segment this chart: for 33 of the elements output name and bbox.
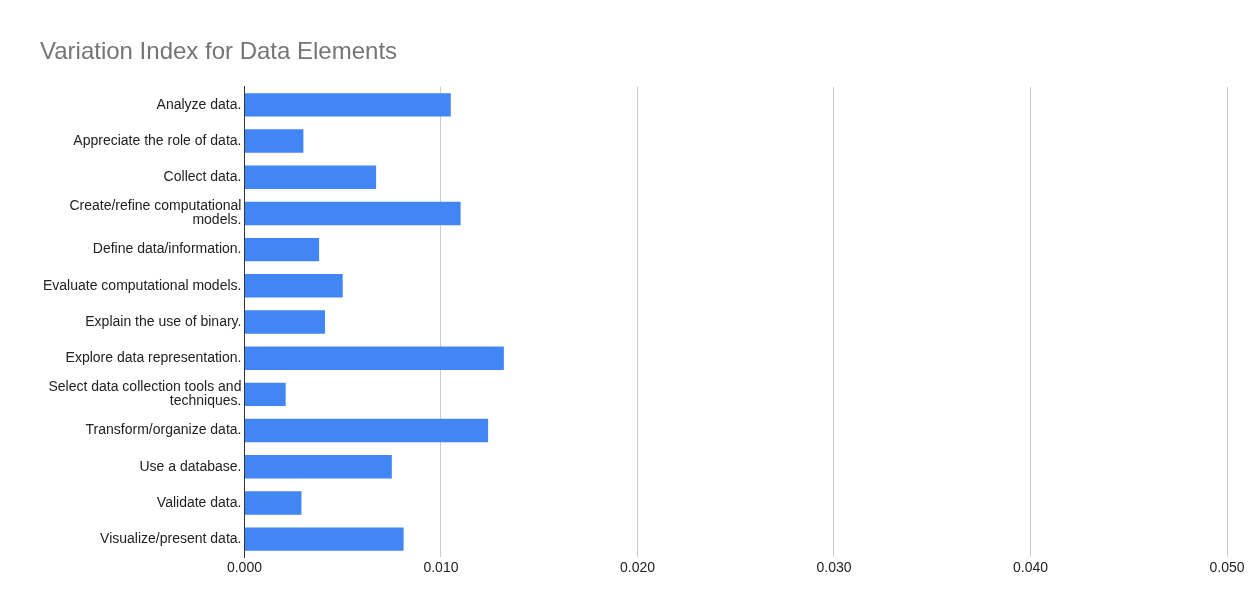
x-tick-label: 0.000: [226, 559, 263, 576]
x-tick-label: 0.010: [423, 559, 459, 576]
bar: [244, 346, 504, 370]
y-tick-label: Collect data.: [163, 168, 242, 185]
x-tick-label: 0.020: [619, 559, 656, 576]
y-tick-label: Appreciate the role of data.: [73, 131, 242, 148]
y-tick-label: Explore data representation.: [65, 349, 242, 366]
y-tick-label: Analyze data.: [156, 95, 242, 112]
bar: [244, 129, 304, 153]
y-tick-label: Explain the use of binary.: [85, 312, 242, 329]
chart-title: Variation Index for Data Elements: [40, 37, 398, 65]
y-tick-label: Evaluate computational models.: [42, 276, 242, 293]
x-tick-label: 0.030: [816, 559, 852, 576]
x-tick-label: 0.040: [1012, 559, 1049, 576]
y-tick-label: Select data collection tools and techniques.: [48, 378, 242, 409]
bar: [244, 455, 392, 479]
x-tick-label: 0.050: [1209, 559, 1245, 576]
bar: [244, 527, 404, 551]
bar: [244, 274, 343, 298]
bar: [244, 418, 489, 443]
y-tick-label: Transform/organize data.: [85, 421, 242, 438]
y-tick-label: Create/refine computational models.: [69, 197, 242, 228]
y-tick-label: Visualize/present data.: [100, 529, 242, 546]
bar: [244, 201, 461, 226]
y-tick-label: Use a database.: [139, 457, 242, 474]
bar: [244, 93, 451, 117]
bar: [244, 310, 326, 334]
bar: [244, 491, 302, 515]
bar: [244, 165, 377, 189]
bar: [244, 237, 320, 262]
bar: [244, 382, 286, 407]
y-tick-label: Validate data.: [156, 493, 242, 510]
y-tick-label: Define data/information.: [92, 240, 242, 257]
